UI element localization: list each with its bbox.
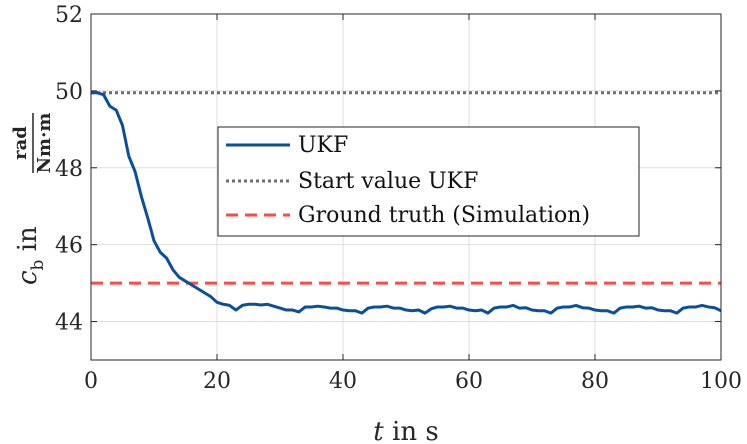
legend-label-start: Start value UKF <box>298 169 478 194</box>
y-axis-frac-num: rad <box>10 126 31 160</box>
y-axis-label: cb in rad Nm·m <box>10 113 55 285</box>
x-tick-label: 20 <box>203 369 231 394</box>
tick-labels: 0 20 40 60 80 100 44 46 48 50 52 <box>55 3 742 394</box>
x-tick-label: 80 <box>581 369 609 394</box>
y-axis-sub: b <box>28 259 48 270</box>
y-tick-label: 46 <box>55 234 83 259</box>
y-tick-label: 50 <box>55 80 83 105</box>
legend: UKF Start value UKF Ground truth (Simula… <box>217 126 640 237</box>
x-tick-label: 100 <box>700 369 742 394</box>
svg-text:cb in: cb in <box>13 226 48 285</box>
y-axis-in: in <box>13 226 43 260</box>
x-tick-label: 40 <box>329 369 357 394</box>
legend-label-ukf: UKF <box>298 133 348 158</box>
series-layer <box>91 91 722 315</box>
y-tick-label: 48 <box>55 157 83 182</box>
y-tick-label: 52 <box>55 3 83 28</box>
x-tick-label: 0 <box>84 369 98 394</box>
x-axis-unit: in s <box>384 417 439 444</box>
legend-label-ground-truth: Ground truth (Simulation) <box>298 203 590 228</box>
ticks <box>90 13 722 360</box>
y-axis-var: c <box>13 270 43 285</box>
x-axis-label: t in s <box>373 417 438 444</box>
series-ukf-line <box>91 91 722 315</box>
x-axis-var: t <box>373 417 384 444</box>
y-tick-label: 44 <box>55 311 83 336</box>
x-tick-label: 60 <box>455 369 483 394</box>
y-axis-frac-den: Nm·m <box>34 113 55 174</box>
axes-box <box>90 13 722 361</box>
